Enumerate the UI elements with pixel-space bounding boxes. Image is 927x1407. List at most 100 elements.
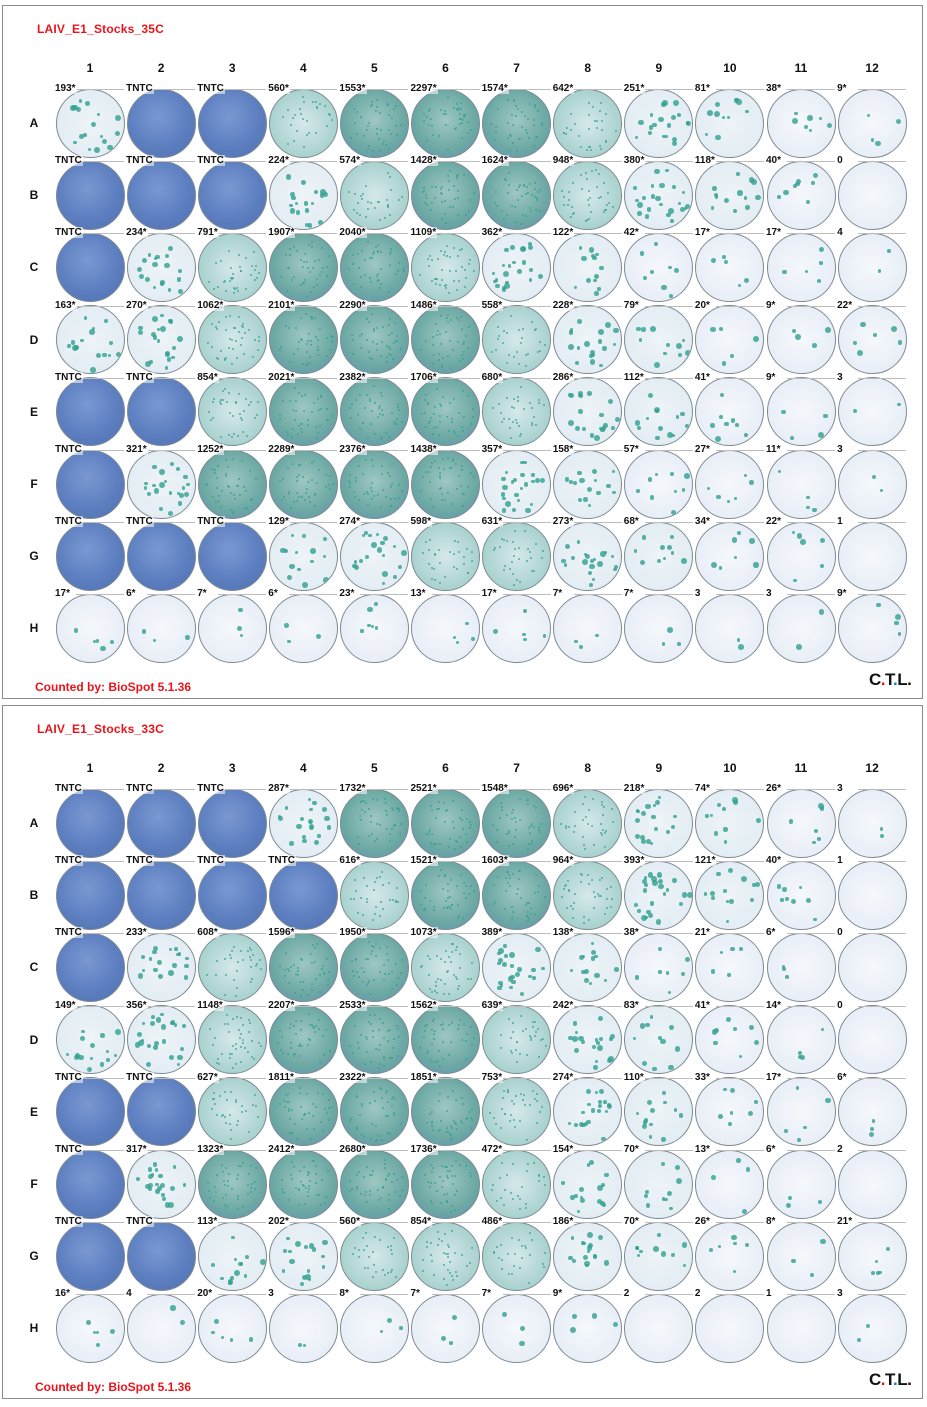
well-D5[interactable] bbox=[339, 305, 409, 375]
well-C11[interactable] bbox=[766, 932, 836, 1002]
well-E1[interactable] bbox=[55, 377, 125, 447]
well-D3[interactable] bbox=[197, 1005, 267, 1075]
well-H8[interactable] bbox=[553, 593, 623, 663]
well-A7[interactable] bbox=[482, 88, 552, 158]
well-G9[interactable] bbox=[624, 521, 694, 591]
well-H8[interactable] bbox=[553, 1293, 623, 1363]
well-A11[interactable] bbox=[766, 788, 836, 858]
well-F3[interactable] bbox=[197, 449, 267, 519]
well-A1[interactable] bbox=[55, 788, 125, 858]
well-F4[interactable] bbox=[268, 449, 338, 519]
well-E12[interactable] bbox=[837, 1077, 907, 1147]
well-G12[interactable] bbox=[837, 521, 907, 591]
well-H12[interactable] bbox=[837, 1293, 907, 1363]
well-H5[interactable] bbox=[339, 1293, 409, 1363]
well-H7[interactable] bbox=[482, 1293, 552, 1363]
well-D1[interactable] bbox=[55, 1005, 125, 1075]
well-G1[interactable] bbox=[55, 1221, 125, 1291]
well-H10[interactable] bbox=[695, 1293, 765, 1363]
well-G5[interactable] bbox=[339, 1221, 409, 1291]
well-C6[interactable] bbox=[411, 232, 480, 302]
well-H11[interactable] bbox=[766, 593, 836, 663]
well-B3[interactable] bbox=[197, 160, 267, 230]
well-E11[interactable] bbox=[766, 1077, 836, 1147]
well-B12[interactable] bbox=[837, 860, 907, 930]
well-G7[interactable] bbox=[482, 1221, 552, 1291]
well-B5[interactable] bbox=[339, 160, 409, 230]
well-G12[interactable] bbox=[837, 1221, 907, 1291]
well-G4[interactable] bbox=[268, 1221, 338, 1291]
well-B8[interactable] bbox=[553, 160, 623, 230]
well-F9[interactable] bbox=[624, 1149, 694, 1219]
well-C5[interactable] bbox=[339, 232, 409, 302]
well-F1[interactable] bbox=[55, 1149, 125, 1219]
well-H3[interactable] bbox=[197, 593, 267, 663]
well-E10[interactable] bbox=[695, 1077, 765, 1147]
well-A3[interactable] bbox=[197, 788, 267, 858]
well-A2[interactable] bbox=[126, 88, 196, 158]
well-D9[interactable] bbox=[624, 305, 694, 375]
well-A10[interactable] bbox=[695, 88, 765, 158]
well-F4[interactable] bbox=[268, 1149, 338, 1219]
well-C9[interactable] bbox=[624, 932, 694, 1002]
well-D12[interactable] bbox=[837, 1005, 907, 1075]
well-E9[interactable] bbox=[624, 377, 694, 447]
well-D11[interactable] bbox=[766, 305, 836, 375]
well-E2[interactable] bbox=[126, 377, 196, 447]
well-C1[interactable] bbox=[55, 932, 125, 1002]
well-G11[interactable] bbox=[766, 521, 836, 591]
well-A2[interactable] bbox=[126, 788, 196, 858]
well-H7[interactable] bbox=[482, 593, 552, 663]
well-H6[interactable] bbox=[411, 1293, 480, 1363]
well-D4[interactable] bbox=[268, 305, 338, 375]
well-F11[interactable] bbox=[766, 1149, 836, 1219]
well-A5[interactable] bbox=[339, 88, 409, 158]
well-C1[interactable] bbox=[55, 232, 125, 302]
well-D7[interactable] bbox=[482, 305, 552, 375]
well-H2[interactable] bbox=[126, 593, 196, 663]
well-B2[interactable] bbox=[126, 860, 196, 930]
well-A6[interactable] bbox=[411, 788, 480, 858]
well-A12[interactable] bbox=[837, 88, 907, 158]
well-C12[interactable] bbox=[837, 932, 907, 1002]
well-C4[interactable] bbox=[268, 932, 338, 1002]
well-C11[interactable] bbox=[766, 232, 836, 302]
well-C10[interactable] bbox=[695, 232, 765, 302]
well-C2[interactable] bbox=[126, 232, 196, 302]
well-C3[interactable] bbox=[197, 232, 267, 302]
well-H1[interactable] bbox=[55, 1293, 125, 1363]
well-E7[interactable] bbox=[482, 377, 552, 447]
well-B6[interactable] bbox=[411, 160, 480, 230]
well-B9[interactable] bbox=[624, 160, 694, 230]
well-D10[interactable] bbox=[695, 305, 765, 375]
well-A11[interactable] bbox=[766, 88, 836, 158]
well-D5[interactable] bbox=[339, 1005, 409, 1075]
well-B1[interactable] bbox=[55, 860, 125, 930]
well-B11[interactable] bbox=[766, 160, 836, 230]
well-D11[interactable] bbox=[766, 1005, 836, 1075]
well-B10[interactable] bbox=[695, 160, 765, 230]
well-A3[interactable] bbox=[197, 88, 267, 158]
well-B12[interactable] bbox=[837, 160, 907, 230]
well-E5[interactable] bbox=[339, 377, 409, 447]
well-E10[interactable] bbox=[695, 377, 765, 447]
well-E6[interactable] bbox=[411, 1077, 480, 1147]
well-B8[interactable] bbox=[553, 860, 623, 930]
well-C2[interactable] bbox=[126, 932, 196, 1002]
well-F8[interactable] bbox=[553, 449, 623, 519]
well-B3[interactable] bbox=[197, 860, 267, 930]
well-F8[interactable] bbox=[553, 1149, 623, 1219]
well-D7[interactable] bbox=[482, 1005, 552, 1075]
well-A4[interactable] bbox=[268, 88, 338, 158]
well-A4[interactable] bbox=[268, 788, 338, 858]
well-H4[interactable] bbox=[268, 1293, 338, 1363]
well-H4[interactable] bbox=[268, 593, 338, 663]
well-G2[interactable] bbox=[126, 1221, 196, 1291]
well-F7[interactable] bbox=[482, 449, 552, 519]
well-F12[interactable] bbox=[837, 1149, 907, 1219]
well-C8[interactable] bbox=[553, 932, 623, 1002]
well-G6[interactable] bbox=[411, 521, 480, 591]
well-H1[interactable] bbox=[55, 593, 125, 663]
well-F11[interactable] bbox=[766, 449, 836, 519]
well-D8[interactable] bbox=[553, 305, 623, 375]
